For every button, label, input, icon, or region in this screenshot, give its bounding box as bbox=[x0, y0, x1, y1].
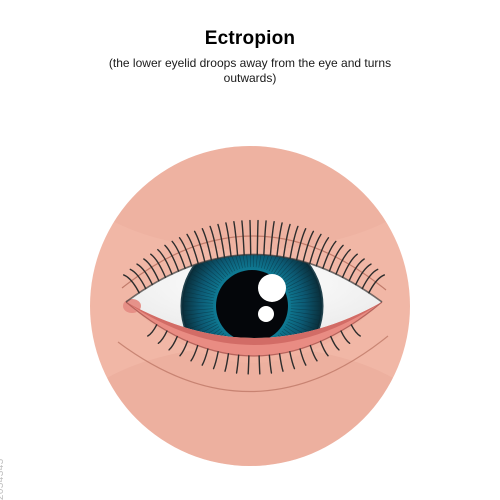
eye-diagram bbox=[90, 146, 410, 466]
stock-id-watermark: 1022054345 bbox=[0, 458, 6, 500]
diagram-subtitle: (the lower eyelid droops away from the e… bbox=[85, 56, 415, 86]
diagram-title: Ectropion bbox=[0, 28, 500, 50]
